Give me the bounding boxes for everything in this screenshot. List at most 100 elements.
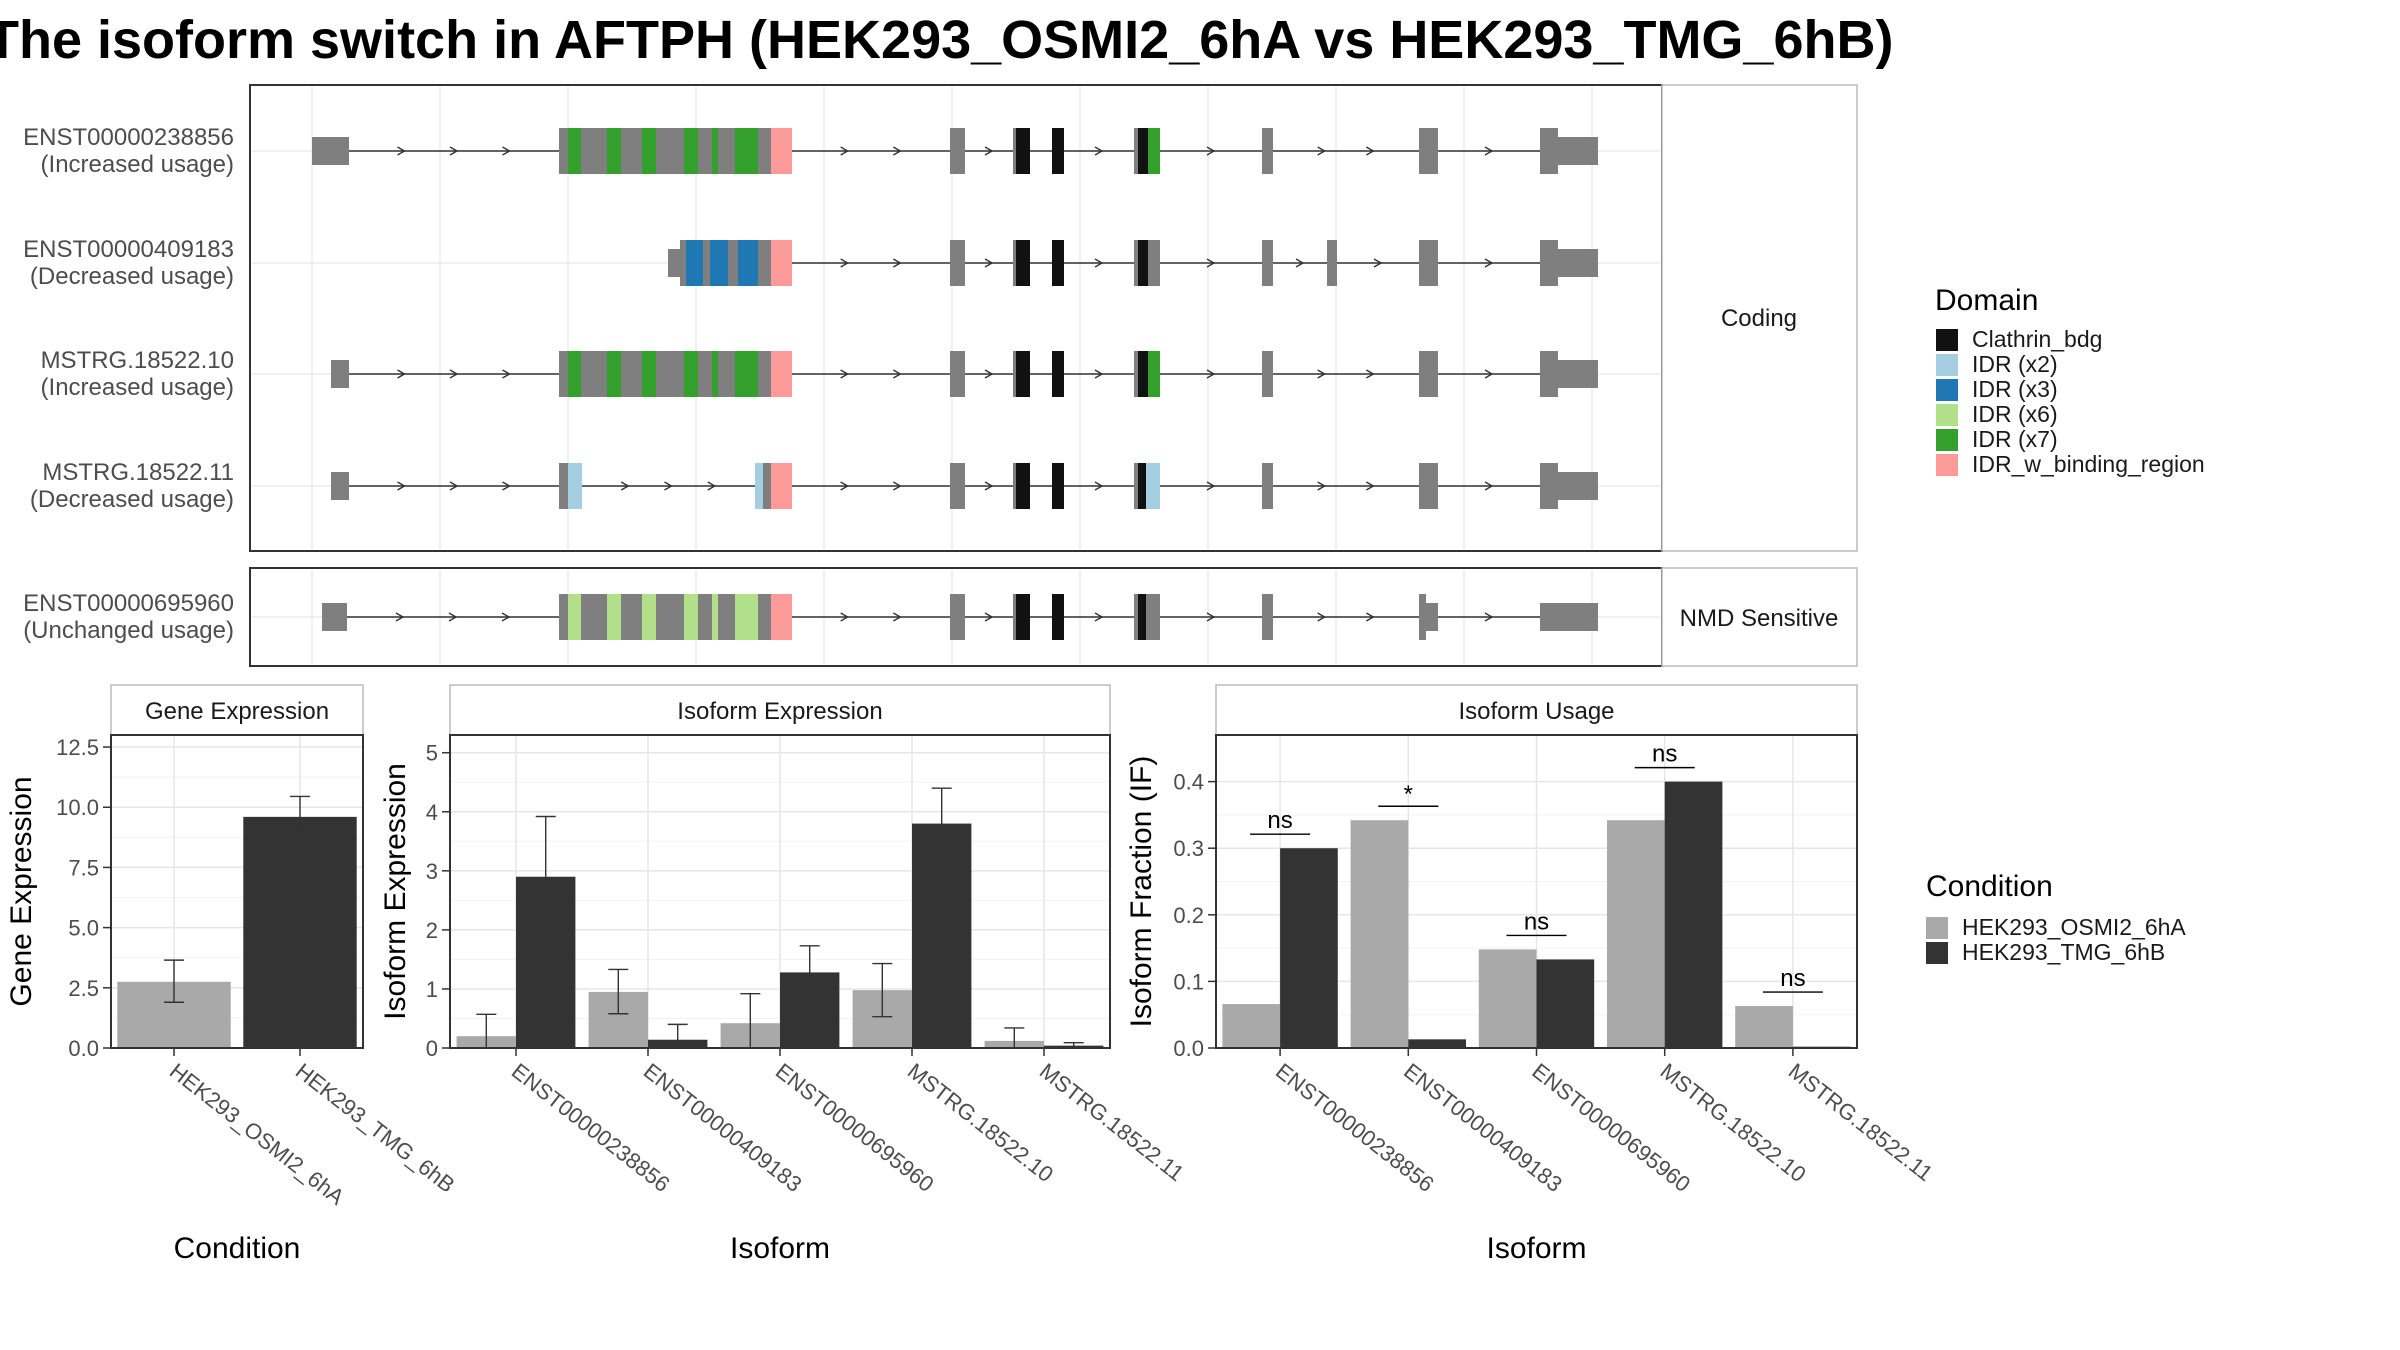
strand-arrow <box>840 612 850 622</box>
strand-arrow <box>1365 369 1375 379</box>
bar <box>1664 781 1723 1048</box>
legend-key-idr-x3- <box>1936 379 1958 401</box>
domain-idr-w-binding-region <box>771 594 792 640</box>
x-axis-title: Condition <box>174 1232 301 1265</box>
panel-strip <box>1215 684 1858 736</box>
domain-clathrin-bdg <box>1052 463 1064 509</box>
domain-idr-x6- <box>568 594 581 640</box>
strand-arrow <box>395 612 405 622</box>
strand-arrow <box>1295 258 1305 268</box>
domain-idr-x7- <box>712 128 718 174</box>
exon-block <box>950 351 965 397</box>
isoform-id-label: MSTRG.18522.10 <box>41 347 234 374</box>
legend-label: IDR (x6) <box>1972 401 2058 427</box>
bar <box>1408 1039 1466 1048</box>
plot-border <box>449 734 1111 1049</box>
strand-arrow <box>502 481 511 491</box>
y-tick-label: 0.0 <box>68 1036 99 1061</box>
domain-clathrin-bdg <box>1138 240 1148 286</box>
strand-arrow <box>707 481 717 491</box>
exon-block <box>1134 594 1160 640</box>
legend-label: IDR_w_binding_region <box>1972 451 2205 477</box>
exon-block <box>1419 463 1438 509</box>
coding-strip <box>1661 84 1858 552</box>
strand-arrow <box>449 146 459 156</box>
y-tick-label: 0 <box>426 1036 438 1061</box>
exon-block <box>950 463 965 509</box>
transcript-MSTRG.18522.10 <box>331 351 1598 397</box>
strand-arrow <box>1094 369 1104 379</box>
domain-clathrin-bdg <box>1138 128 1148 174</box>
legend-key-idr-x7- <box>1936 429 1958 451</box>
domain-idr-x7- <box>568 128 581 174</box>
strand-arrow <box>1206 369 1216 379</box>
strand-arrow <box>984 612 994 622</box>
domain-clathrin-bdg <box>1016 463 1030 509</box>
strand-arrow <box>1317 146 1327 156</box>
legend-key-idr-x6- <box>1936 404 1958 426</box>
panel-title: Isoform Usage <box>1458 698 1614 725</box>
domain-clathrin-bdg <box>1138 351 1148 397</box>
exon-block <box>1426 603 1438 631</box>
legend-key-idr-x2- <box>1936 354 1958 376</box>
strand-arrow <box>1317 481 1327 491</box>
domain-idr-x7- <box>607 351 621 397</box>
strand-arrow <box>892 612 902 622</box>
domain-idr-x6- <box>684 594 698 640</box>
panel-title: Isoform Expression <box>677 698 882 725</box>
strand-arrow <box>840 369 850 379</box>
exon-block <box>1558 137 1598 165</box>
domain-clathrin-bdg <box>1138 594 1146 640</box>
exon-block <box>1558 472 1598 500</box>
exon-block <box>1262 463 1273 509</box>
y-tick-label: 0.0 <box>1173 1036 1204 1061</box>
domain-clathrin-bdg <box>1138 463 1146 509</box>
strand-arrow <box>1484 258 1494 268</box>
y-tick-label: 0.3 <box>1173 836 1204 861</box>
coding-group-label: Coding <box>1721 305 1797 332</box>
transcript-ENST00000238856 <box>312 128 1598 174</box>
strand-arrow <box>397 481 406 491</box>
plot-border <box>110 734 364 1049</box>
legend-label: IDR (x3) <box>1972 376 2058 402</box>
strand-arrow <box>1317 612 1327 622</box>
strand-arrow <box>984 258 994 268</box>
panel-strip <box>110 684 364 736</box>
domain-idr-x7- <box>642 351 656 397</box>
isoform-usage-label: (Unchanged usage) <box>23 617 234 644</box>
domain-idr-x3- <box>710 240 728 286</box>
domain-clathrin-bdg <box>1052 240 1064 286</box>
legend-key-idr-w-binding-region <box>1936 454 1958 476</box>
y-tick-label: 0.1 <box>1173 969 1204 994</box>
exon-block <box>950 240 965 286</box>
exon-block <box>1540 463 1558 509</box>
domain-clathrin-bdg <box>1052 351 1064 397</box>
strand-arrow <box>448 612 458 622</box>
strand-arrow <box>840 258 850 268</box>
domain-idr-w-binding-region <box>771 463 792 509</box>
strand-arrow <box>892 481 902 491</box>
isoform-id-label: ENST00000409183 <box>23 236 234 263</box>
legend-label: IDR (x2) <box>1972 351 2058 377</box>
exon-block <box>1262 240 1273 286</box>
strand-arrow <box>892 369 902 379</box>
domain-clathrin-bdg <box>1016 128 1030 174</box>
significance-label: ns <box>1524 908 1549 935</box>
exon-block <box>1540 128 1558 174</box>
domain-idr-w-binding-region <box>771 128 792 174</box>
figure-title: The isoform switch in AFTPH (HEK293_OSMI… <box>0 10 1893 70</box>
bar <box>1735 1006 1793 1048</box>
y-tick-label: 5.0 <box>68 916 99 941</box>
domain-idr-w-binding-region <box>771 351 792 397</box>
exon-block <box>1540 351 1558 397</box>
strand-arrow <box>1206 481 1216 491</box>
strand-arrow <box>449 481 459 491</box>
x-axis-title: Isoform <box>730 1232 830 1265</box>
exon-block <box>1419 128 1438 174</box>
condition-legend-key <box>1926 942 1948 964</box>
strand-arrow <box>1365 481 1375 491</box>
domain-clathrin-bdg <box>1016 240 1030 286</box>
isoform-usage-label: (Increased usage) <box>41 151 234 178</box>
domain-idr-x7- <box>568 351 581 397</box>
exon-block <box>950 128 965 174</box>
